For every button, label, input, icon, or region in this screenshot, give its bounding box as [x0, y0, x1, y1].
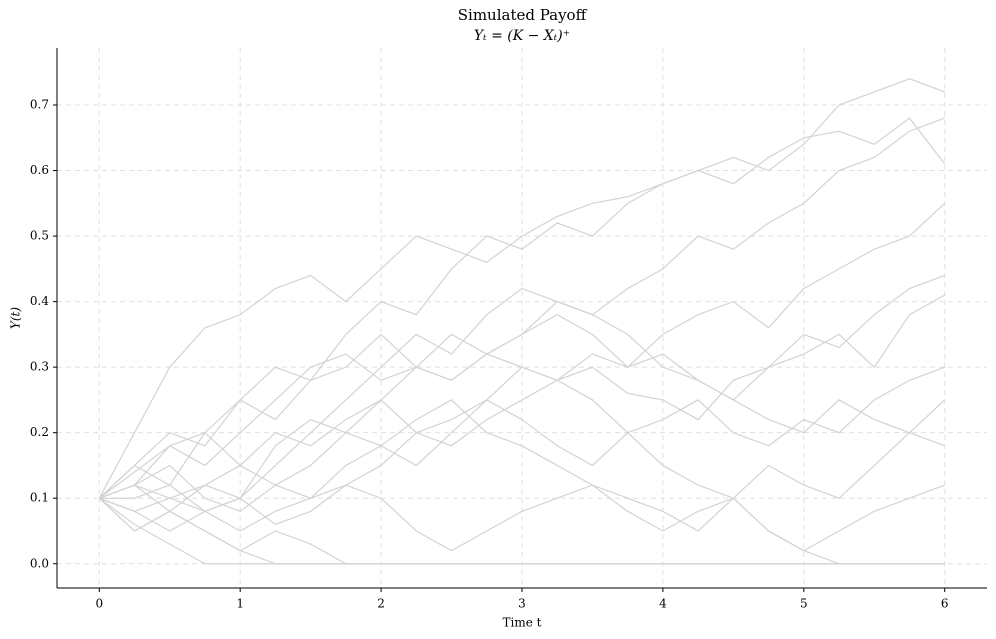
x-tick-label: 3 [518, 597, 526, 611]
y-tick-label: 0.3 [30, 360, 49, 374]
y-axis-label: Y(t) [9, 307, 23, 329]
payoff-path [99, 484, 945, 565]
y-tick-label: 0.4 [30, 294, 49, 308]
payoff-path [98, 294, 946, 499]
x-tick-label: 6 [941, 597, 949, 611]
y-tick-label: 0.0 [30, 556, 49, 570]
payoff-path [98, 497, 945, 565]
x-tick-label: 5 [800, 597, 808, 611]
chart-title: Simulated Payoff [458, 6, 588, 24]
x-tick-label: 2 [377, 597, 385, 611]
payoff-path [98, 78, 945, 499]
y-tick-label: 0.5 [30, 229, 49, 243]
x-tick-label: 0 [95, 597, 103, 611]
y-tick-label: 0.2 [30, 425, 49, 439]
y-tick-label: 0.1 [30, 491, 49, 505]
payoff-path [99, 366, 945, 513]
chart-subtitle: Yₜ = (K − Xₜ)⁺ [474, 28, 570, 44]
y-tick-label: 0.6 [30, 163, 49, 177]
x-axis-label: Time t [503, 616, 542, 630]
x-tick-label: 4 [659, 597, 667, 611]
payoff-path [99, 399, 945, 552]
payoff-path [98, 117, 945, 532]
payoff-path [99, 287, 946, 513]
x-tick-label: 1 [236, 597, 244, 611]
y-tick-label: 0.7 [30, 98, 49, 112]
